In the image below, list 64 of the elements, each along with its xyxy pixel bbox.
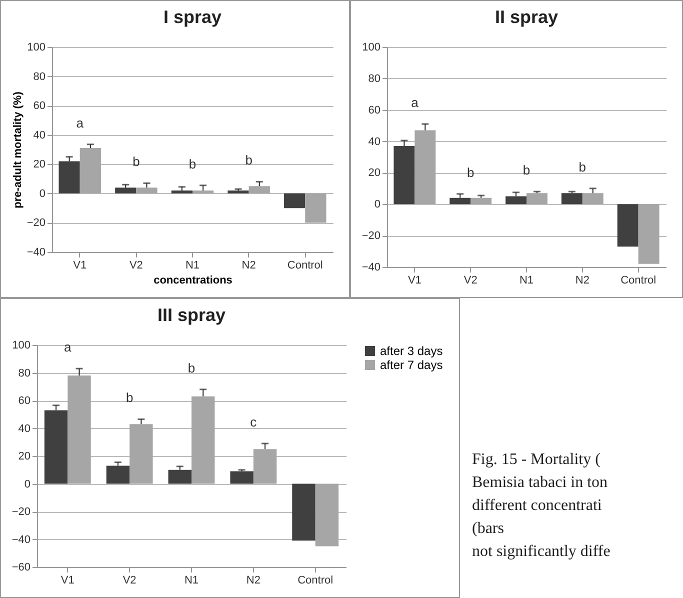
y-tick-label: 60 (368, 104, 380, 116)
x-tick-label: V2 (129, 260, 143, 272)
x-axis-title: concentrations (154, 274, 232, 286)
annotation: b (188, 156, 196, 172)
y-tick-label: 80 (368, 72, 380, 85)
y-tick-label: −40 (362, 262, 380, 274)
y-tick-label: 0 (24, 478, 30, 490)
x-tick-label: V2 (464, 274, 478, 286)
y-tick-label: 80 (18, 367, 30, 380)
y-tick-label: 100 (362, 42, 380, 54)
x-tick-label: Control (298, 574, 334, 586)
annotation: b (126, 390, 134, 406)
y-tick-label: −60 (12, 562, 30, 574)
text: not significantly diffe (472, 542, 610, 562)
text: different concentrati (472, 496, 603, 516)
annotation: b (466, 164, 474, 180)
legend-label: after 3 days (380, 344, 443, 358)
annotation: b (132, 154, 140, 170)
x-tick-label: Control (620, 274, 656, 286)
text: Bemisia tabaci in ton (472, 473, 609, 493)
chart-title: I spray (163, 7, 222, 27)
x-tick-label: V2 (122, 574, 136, 586)
y-tick-label: 0 (374, 198, 380, 211)
chart-title: III spray (157, 305, 226, 325)
x-tick-label: Control (287, 260, 323, 272)
x-tick-label: N2 (575, 274, 590, 286)
y-tick-label: 60 (33, 100, 46, 112)
x-tick-label: N1 (519, 274, 534, 286)
annotation: b (188, 360, 196, 376)
y-tick-label: 40 (368, 136, 380, 148)
annotation: b (522, 162, 530, 178)
y-tick-label: 0 (39, 188, 46, 200)
y-tick-label: −20 (12, 506, 30, 518)
y-tick-label: −40 (26, 246, 46, 258)
y-tick-label: −40 (12, 534, 30, 546)
x-tick-label: N2 (246, 574, 260, 586)
y-tick-label: −20 (362, 230, 380, 242)
x-tick-label: V1 (73, 260, 87, 272)
y-tick-label: 80 (33, 70, 46, 83)
y-tick-label: 40 (33, 129, 46, 142)
annotation: c (250, 414, 258, 430)
y-tick-label: 100 (12, 340, 30, 352)
chart-title: II spray (494, 7, 558, 27)
annotation: a (411, 95, 420, 110)
x-tick-label: V1 (60, 574, 74, 586)
annotation: a (64, 340, 72, 355)
x-tick-label: V1 (408, 274, 422, 286)
y-tick-label: 40 (18, 422, 30, 435)
annotation: a (76, 115, 84, 130)
y-tick-label: 60 (18, 395, 30, 407)
text: (bars (472, 519, 505, 539)
legend-label: after 7 days (380, 358, 443, 372)
annotation: b (578, 159, 586, 174)
y-axis-title: pre-adult mortality (%) (12, 91, 24, 208)
y-tick-label: −20 (26, 217, 46, 230)
x-tick-label: N1 (184, 574, 199, 586)
y-tick-label: 20 (18, 450, 30, 462)
y-tick-label: 20 (368, 167, 380, 180)
x-tick-label: N1 (185, 260, 200, 272)
y-tick-label: 100 (27, 42, 46, 54)
x-tick-label: N2 (242, 260, 256, 272)
annotation: b (245, 152, 252, 168)
y-tick-label: 20 (33, 158, 46, 171)
caption: Fig. 15 - Mortality ( (472, 450, 602, 470)
